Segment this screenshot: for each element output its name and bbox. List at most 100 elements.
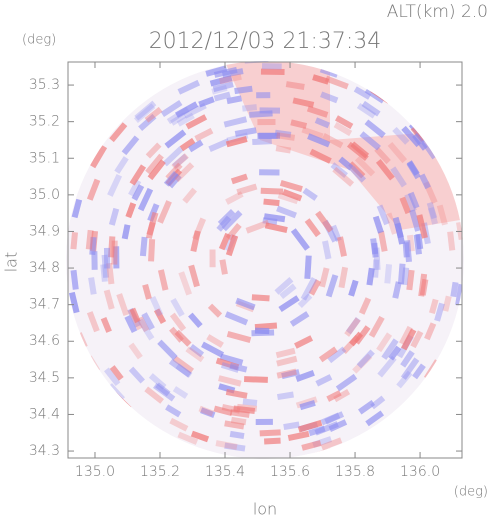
echo-cell <box>208 138 230 152</box>
echo-cell <box>200 407 216 418</box>
echo-cell <box>335 115 354 130</box>
echo-cell <box>302 187 318 201</box>
echo-cell <box>226 330 252 344</box>
echo-cell <box>282 188 303 202</box>
echo-cell <box>337 236 347 257</box>
echo-cell <box>147 159 166 181</box>
echo-cell <box>375 159 395 181</box>
echo-cell <box>312 74 330 85</box>
echo-cell <box>320 91 339 104</box>
echo-cell <box>188 264 200 288</box>
echo-cell <box>172 386 189 399</box>
y-tick-label: 34.7 <box>29 297 60 313</box>
echo-cell <box>153 383 176 402</box>
echo-cell <box>361 100 381 117</box>
echo-cell <box>226 95 243 105</box>
echo-cell <box>148 239 156 262</box>
echo-cell <box>185 346 205 363</box>
echo-cell <box>315 210 334 233</box>
echo-cell <box>404 193 417 213</box>
echo-cell <box>407 191 420 209</box>
echo-cell <box>401 328 417 351</box>
echo-cell <box>404 240 412 263</box>
echo-cell <box>206 334 224 348</box>
x-tick-label: 135.4 <box>205 464 245 480</box>
echo-cell <box>255 418 273 425</box>
echo-cell <box>385 212 398 235</box>
echo-cell <box>256 92 271 99</box>
echo-cell <box>133 103 156 123</box>
echo-cell <box>219 353 244 366</box>
echo-cell <box>224 311 249 326</box>
echo-cell <box>352 353 373 374</box>
echo-cell <box>138 113 157 131</box>
echo-cell <box>275 145 292 154</box>
echo-cell <box>236 183 258 196</box>
echo-cell <box>314 117 331 129</box>
echo-cell <box>348 279 359 297</box>
echo-cell <box>283 421 300 431</box>
echo-cell <box>304 218 321 238</box>
echo-cell <box>287 430 310 442</box>
echo-cell <box>212 81 234 93</box>
echo-cell <box>364 87 386 104</box>
echo-cell <box>86 311 100 333</box>
echo-cell <box>261 63 282 70</box>
echo-cell <box>277 192 299 205</box>
echo-cell <box>109 365 124 381</box>
echo-cell <box>263 213 286 223</box>
echo-cell <box>353 86 372 100</box>
echo-cell <box>419 173 431 190</box>
echo-cell <box>170 297 185 317</box>
echo-cell <box>172 153 189 169</box>
echo-cell <box>400 357 420 380</box>
echo-cell <box>276 132 296 141</box>
echo-cell <box>213 66 238 78</box>
x-tick-label: 135.6 <box>270 464 310 480</box>
echo-cell <box>281 369 300 380</box>
echo-cell <box>275 347 296 359</box>
echo-cell <box>370 238 379 255</box>
echo-cell <box>318 346 338 363</box>
echo-cell <box>225 234 239 257</box>
echo-cell <box>171 153 189 170</box>
echo-cell <box>223 116 248 128</box>
echo-cell <box>211 84 228 95</box>
echo-cell <box>224 442 246 452</box>
echo-cell <box>149 295 164 317</box>
echo-cell <box>142 283 152 300</box>
echo-cell <box>170 112 187 126</box>
echo-cell <box>278 295 300 313</box>
echo-region <box>225 62 460 230</box>
echo-cell <box>116 293 130 317</box>
echo-cell <box>165 404 182 418</box>
echo-cell <box>129 307 141 324</box>
echo-cell <box>194 127 214 142</box>
y-tick-label: 35.2 <box>29 114 60 130</box>
echo-cell <box>344 317 361 337</box>
echo-cell <box>290 119 308 129</box>
echo-cell <box>349 331 364 347</box>
echo-cell <box>276 205 297 219</box>
echo-cell <box>374 146 391 165</box>
echo-cell <box>89 236 97 255</box>
echo-cell <box>100 316 112 333</box>
echo-cell <box>320 437 343 451</box>
echo-cell <box>333 388 351 403</box>
echo-cell <box>213 91 231 102</box>
echo-cell <box>107 173 123 197</box>
echo-cell <box>177 79 201 95</box>
echo-cell <box>322 240 332 260</box>
echo-cell <box>308 279 322 296</box>
echo-cell <box>219 73 242 85</box>
echo-cell <box>328 419 348 433</box>
echo-cell <box>129 164 147 186</box>
echo-cell <box>100 264 108 282</box>
echo-cell <box>235 297 256 311</box>
echo-cell <box>224 420 245 430</box>
echo-cell <box>276 355 298 367</box>
echo-cell <box>376 204 390 226</box>
x-tick-label: 135.2 <box>140 464 180 480</box>
echo-cell <box>251 294 270 302</box>
echo-cell <box>358 297 372 315</box>
